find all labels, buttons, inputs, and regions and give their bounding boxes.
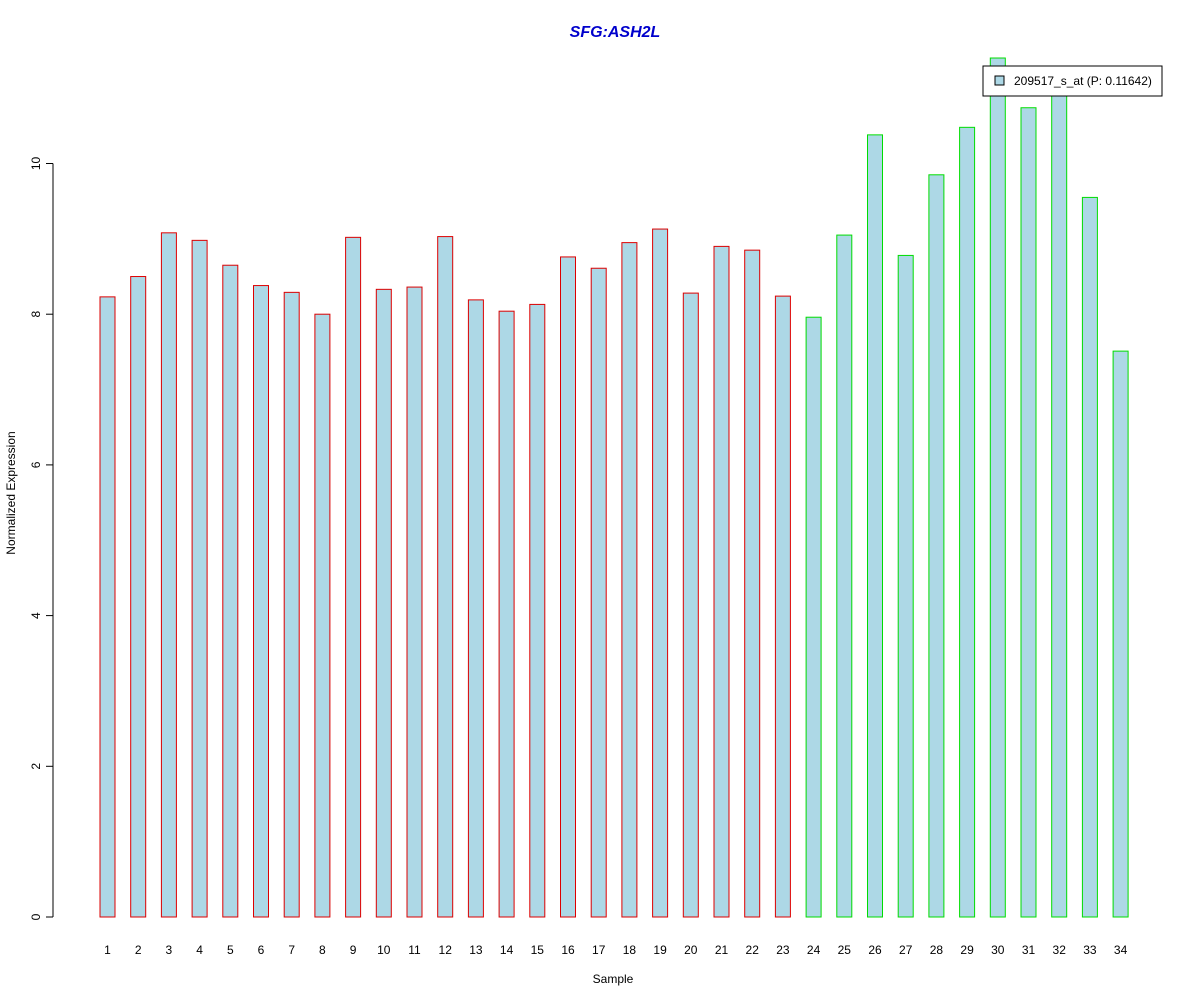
bar-sample-34 xyxy=(1112,350,1129,918)
bar-sample-19 xyxy=(652,228,669,918)
bar-sample-18 xyxy=(621,242,638,918)
bar-sample-1 xyxy=(99,296,116,918)
y-axis: 0 2 4 6 8 10 xyxy=(29,157,54,920)
bar-sample-23 xyxy=(774,295,791,918)
bar-sample-26 xyxy=(867,134,883,918)
chart-title: SFG:ASH2L xyxy=(570,24,661,41)
x-tick-label: 25 xyxy=(838,943,852,957)
y-tick-label: 10 xyxy=(29,157,43,171)
bar-sample-15 xyxy=(529,303,546,918)
y-tick-label: 0 xyxy=(29,913,43,920)
legend: 209517_s_at (P: 0.11642) xyxy=(982,65,1163,97)
x-axis-label: Sample xyxy=(593,972,634,986)
x-tick-label: 31 xyxy=(1022,943,1036,957)
x-tick-labels: 1 2 3 4 5 6 7 8 9 10 11 12 13 14 15 16 17 18 19 20 21 22 23 24 2… xyxy=(104,943,1127,957)
legend-swatch xyxy=(994,75,1005,86)
x-tick-label: 21 xyxy=(715,943,729,957)
x-tick-label: 33 xyxy=(1083,943,1097,957)
bar-sample-16 xyxy=(560,256,576,918)
bar-sample-30 xyxy=(989,57,1006,918)
x-tick-label: 13 xyxy=(469,943,483,957)
y-tick-label: 6 xyxy=(29,461,43,468)
x-tick-label: 3 xyxy=(166,943,173,957)
x-tick-label: 22 xyxy=(746,943,760,957)
bar-sample-28 xyxy=(928,174,945,918)
bar-sample-8 xyxy=(314,313,331,918)
bar-sample-33 xyxy=(1081,196,1098,918)
x-tick-label: 29 xyxy=(960,943,974,957)
y-tick-label: 4 xyxy=(29,612,43,619)
bars-group xyxy=(99,57,1129,918)
x-tick-label: 26 xyxy=(868,943,882,957)
bar-sample-6 xyxy=(253,285,269,918)
legend-box xyxy=(982,65,1163,97)
x-tick-label: 19 xyxy=(653,943,667,957)
bar-sample-13 xyxy=(467,299,484,918)
bar-sample-4 xyxy=(191,239,208,918)
x-tick-label: 15 xyxy=(531,943,545,957)
x-tick-label: 16 xyxy=(561,943,575,957)
bar-sample-3 xyxy=(160,232,177,918)
x-tick-label: 17 xyxy=(592,943,606,957)
x-tick-label: 6 xyxy=(258,943,265,957)
x-tick-label: 18 xyxy=(623,943,637,957)
bar-sample-2 xyxy=(130,276,147,918)
y-tick-label: 2 xyxy=(29,763,43,770)
y-tick-label: 8 xyxy=(29,311,43,318)
bar-sample-5 xyxy=(222,264,239,918)
bar-sample-25 xyxy=(836,234,853,918)
bar-sample-32 xyxy=(1051,87,1068,918)
y-axis-label: Normalized Expression xyxy=(4,431,18,554)
x-tick-label: 11 xyxy=(408,943,421,957)
x-tick-label: 12 xyxy=(439,943,453,957)
bar-sample-9 xyxy=(345,236,362,918)
bar-sample-27 xyxy=(897,254,914,918)
bar-sample-12 xyxy=(437,236,454,918)
x-tick-label: 20 xyxy=(684,943,698,957)
bar-sample-14 xyxy=(498,310,515,918)
x-tick-label: 27 xyxy=(899,943,913,957)
x-tick-label: 28 xyxy=(930,943,944,957)
x-tick-label: 14 xyxy=(500,943,514,957)
bar-sample-11 xyxy=(406,286,423,918)
x-tick-label: 8 xyxy=(319,943,326,957)
x-tick-label: 23 xyxy=(776,943,790,957)
x-tick-label: 30 xyxy=(991,943,1005,957)
bar-sample-17 xyxy=(590,267,607,918)
x-tick-label: 9 xyxy=(350,943,357,957)
bar-sample-7 xyxy=(283,291,300,918)
x-tick-label: 4 xyxy=(196,943,203,957)
x-tick-label: 34 xyxy=(1114,943,1128,957)
bar-sample-29 xyxy=(959,126,976,918)
bar-sample-31 xyxy=(1020,107,1037,918)
x-tick-label: 32 xyxy=(1053,943,1067,957)
bar-sample-10 xyxy=(375,288,392,918)
bar-sample-20 xyxy=(682,292,699,918)
bar-sample-21 xyxy=(713,245,730,918)
x-tick-label: 24 xyxy=(807,943,821,957)
x-tick-label: 7 xyxy=(288,943,295,957)
x-tick-label: 10 xyxy=(377,943,391,957)
legend-label: 209517_s_at (P: 0.11642) xyxy=(1014,74,1152,88)
bar-sample-22 xyxy=(744,249,761,918)
bar-sample-24 xyxy=(805,316,822,918)
x-tick-label: 1 xyxy=(104,943,111,957)
x-tick-label: 2 xyxy=(135,943,142,957)
x-tick-label: 5 xyxy=(227,943,234,957)
